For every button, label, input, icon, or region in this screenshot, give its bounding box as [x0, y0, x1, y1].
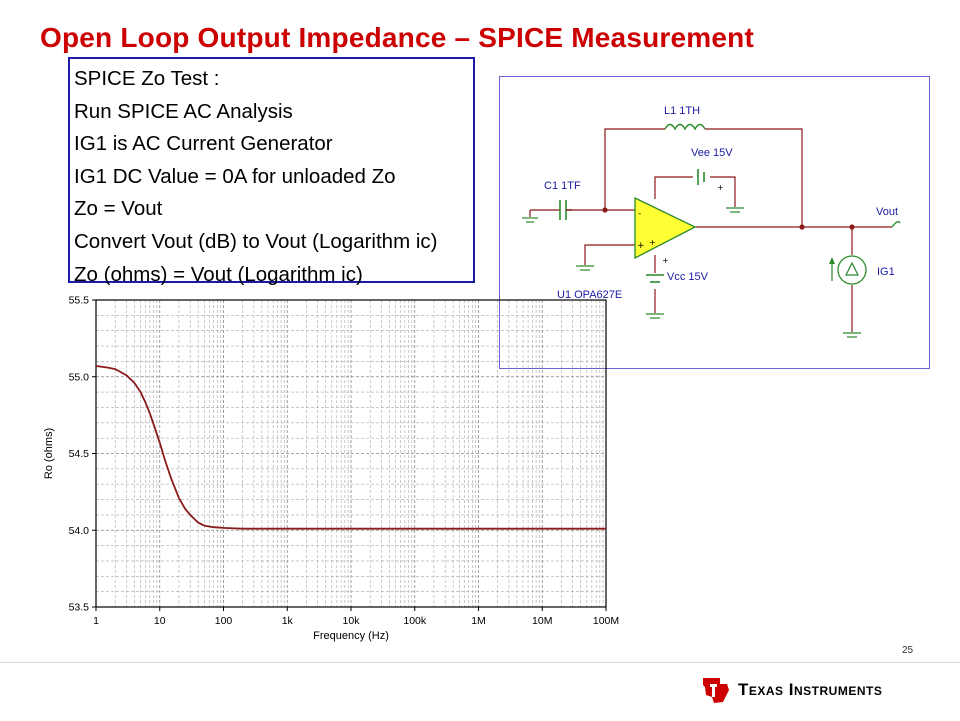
series-line	[95, 365, 606, 530]
svg-text:+: +	[717, 183, 724, 192]
page-number: 25	[902, 645, 914, 656]
capacitor-label: C1 1TF	[544, 180, 581, 192]
x-tick-label: 1	[93, 615, 99, 627]
vcc-battery-icon	[646, 274, 664, 283]
notes-line-3: IG1 is AC Current Generator	[74, 132, 333, 156]
x-tick-label: 1k	[282, 615, 294, 627]
chart-grid	[95, 299, 607, 608]
y-tick-label: 53.5	[69, 602, 90, 614]
notes-line-2: Run SPICE AC Analysis	[74, 99, 293, 123]
x-tick-label: 10k	[343, 615, 361, 627]
junction-dot	[799, 224, 805, 230]
y-tick-label: 54.5	[69, 448, 90, 460]
x-tick-label: 10	[154, 615, 166, 627]
chart-ticks: 1 10 100 1k 10k 100k 1M 10M 100M 53.5 54.0 54.5 55.0…	[69, 295, 620, 628]
opamp-icon	[634, 196, 697, 260]
notes-line-4: IG1 DC Value = 0A for unloaded Zo	[74, 164, 396, 188]
footer-bar	[0, 662, 960, 721]
source-label: IG1	[877, 266, 895, 278]
junction-dot	[602, 207, 608, 213]
x-tick-label: 100	[215, 615, 233, 627]
y-tick-label: 54.0	[69, 525, 90, 537]
vee-battery-icon	[697, 169, 705, 185]
svg-text:-: -	[638, 209, 641, 219]
page-title: Open Loop Output Impedance – SPICE Measu…	[40, 22, 754, 53]
chart-series	[95, 365, 606, 530]
svg-text:+: +	[637, 241, 645, 251]
vout-label: Vout	[876, 206, 898, 218]
current-source-icon	[829, 255, 867, 285]
notes-line-1: SPICE Zo Test :	[74, 67, 220, 90]
y-tick-label: 55.5	[69, 295, 90, 307]
svg-text:+: +	[662, 256, 669, 265]
y-tick-label: 55.0	[69, 371, 90, 383]
opamp-label: U1 OPA627E	[557, 289, 622, 301]
notes-line-5: Zo = Vout	[74, 197, 163, 221]
vee-label: Vee 15V	[691, 147, 733, 159]
x-tick-label: 1M	[471, 615, 486, 627]
x-tick-label: 100M	[593, 615, 619, 627]
x-tick-label: 10M	[532, 615, 552, 627]
impedance-chart: 1 10 100 1k 10k 100k 1M 10M 100M 53.5 54.0 54.5 55.0…	[43, 295, 620, 643]
inductor-icon	[664, 123, 706, 131]
x-tick-label: 100k	[403, 615, 427, 627]
circuit-schematic: - + + + + L1 1	[499, 76, 930, 369]
ti-brand-name: Texas Instruments	[738, 680, 883, 699]
notes-line-6: Convert Vout (dB) to Vout (Logarithm ic)	[74, 229, 438, 253]
ground-icon	[522, 207, 861, 338]
junction-dot	[849, 224, 855, 230]
svg-text:+: +	[649, 238, 656, 247]
y-axis-label: Ro (ohms)	[43, 428, 55, 479]
vcc-label: Vcc 15V	[667, 271, 709, 283]
notes-line-7: Zo (ohms) = Vout (Logarithm ic)	[74, 262, 363, 286]
spice-notes-box: SPICE Zo Test : Run SPICE AC Analysis IG…	[68, 57, 475, 286]
ti-logo-icon	[703, 678, 729, 703]
capacitor-icon	[559, 200, 572, 220]
schematic-drawing: - + + + + L1 1	[522, 105, 901, 338]
output-terminal-icon	[891, 221, 901, 228]
x-axis-label: Frequency (Hz)	[313, 630, 389, 642]
inductor-label: L1 1TH	[664, 105, 700, 117]
